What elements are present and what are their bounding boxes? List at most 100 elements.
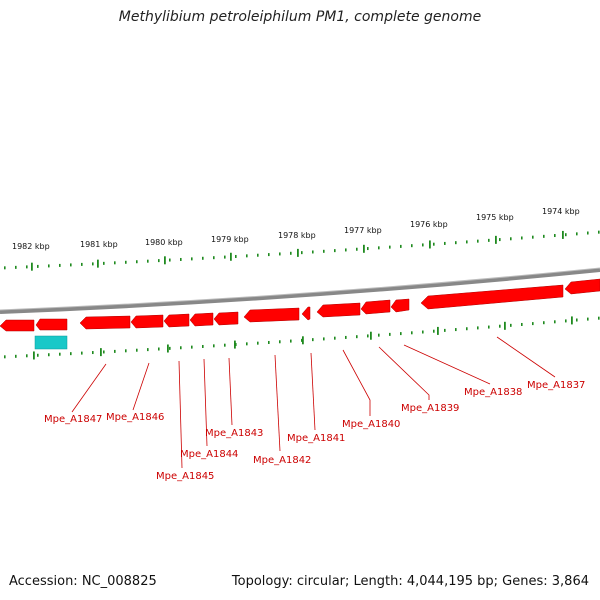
scale-tick-minor	[81, 262, 83, 266]
scale-tick-minor	[169, 346, 171, 350]
scale-tick-major	[437, 326, 439, 335]
scale-tick-minor	[125, 349, 127, 353]
gene-arrow[interactable]	[213, 311, 239, 326]
scale-tick-minor	[510, 237, 512, 241]
gene-label[interactable]: Mpe_A1843	[205, 428, 263, 439]
scale-tick-minor	[37, 353, 39, 357]
gene-label[interactable]: Mpe_A1842	[253, 455, 311, 466]
scale-tick-minor	[136, 260, 138, 264]
scale-tick-minor	[246, 342, 248, 346]
scale-tick-minor	[114, 261, 116, 265]
scale-tick-minor	[400, 244, 402, 248]
scale-tick-minor	[323, 337, 325, 341]
genome-backbone	[0, 268, 600, 314]
gene-arrow[interactable]	[420, 284, 564, 310]
scale-tick-minor	[70, 263, 72, 267]
label-leaders	[71, 336, 556, 469]
scale-tick-minor	[224, 255, 226, 259]
scale-tick-minor	[180, 346, 182, 350]
scale-tick-minor	[422, 243, 424, 247]
scale-tick-major	[297, 248, 299, 257]
gene-arrow[interactable]	[79, 315, 131, 330]
gene-label[interactable]: Mpe_A1839	[401, 403, 459, 414]
scale-tick-minor	[312, 338, 314, 342]
scale-tick-minor	[532, 235, 534, 239]
scale-tick-minor	[81, 351, 83, 355]
accession-text: Accession: NC_008825	[9, 574, 157, 589]
scale-tick-minor	[389, 245, 391, 249]
scale-tick-minor	[246, 254, 248, 258]
gene-arrow[interactable]	[163, 313, 190, 328]
scale-tick-major	[31, 262, 33, 271]
scale-tick-minor	[4, 355, 6, 359]
scale-tick-minor	[114, 349, 116, 353]
scale-tick-minor	[158, 347, 160, 351]
gene-arrow[interactable]	[360, 299, 391, 315]
gene-track	[0, 278, 600, 332]
scale-tick-minor	[268, 340, 270, 344]
scale-tick-minor	[356, 335, 358, 339]
summary-text: Topology: circular; Length: 4,044,195 bp…	[231, 574, 589, 589]
scale-tick-minor	[37, 264, 39, 268]
scale-tick-major	[495, 235, 497, 244]
scale-tick-minor	[367, 334, 369, 338]
gene-arrow[interactable]	[0, 319, 35, 332]
scale-tick-major	[302, 336, 304, 345]
scale-tick-minor	[499, 324, 501, 328]
scale-tick-minor	[576, 318, 578, 322]
scale-tick-minor	[169, 258, 171, 262]
gene-label[interactable]: Mpe_A1838	[464, 387, 522, 398]
gene-label[interactable]: Mpe_A1844	[180, 449, 238, 460]
scale-tick-minor	[433, 242, 435, 246]
scale-tick-minor	[26, 265, 28, 269]
gene-arrow[interactable]	[390, 298, 410, 313]
scale-tick-minor	[543, 321, 545, 325]
scale-tick-major	[571, 316, 573, 325]
scale-tick-minor	[213, 256, 215, 260]
scale-tick-minor	[488, 238, 490, 242]
scale-tick-minor	[367, 247, 369, 251]
rna-feature[interactable]	[34, 335, 68, 350]
scale-tick-minor	[554, 320, 556, 324]
scale-tick-major	[167, 344, 169, 353]
scale-tick-minor	[15, 265, 17, 269]
scale-tick-minor	[268, 253, 270, 257]
scale-tick-minor	[543, 234, 545, 238]
scale-tick-minor	[15, 354, 17, 358]
scale-tick-minor	[92, 351, 94, 355]
scale-tick-minor	[477, 326, 479, 330]
scale-tick-minor	[312, 250, 314, 254]
gene-label[interactable]: Mpe_A1840	[342, 419, 400, 430]
gene-arrow[interactable]	[316, 302, 361, 318]
gene-arrow[interactable]	[301, 306, 311, 321]
gene-arrow[interactable]	[130, 314, 164, 329]
gene-label[interactable]: Mpe_A1846	[106, 412, 164, 423]
scale-label: 1976 kbp	[410, 220, 448, 229]
scale-tick-minor	[125, 260, 127, 264]
scale-tick-minor	[422, 330, 424, 334]
gene-arrow[interactable]	[243, 307, 300, 323]
scale-labels: 1982 kbp 1981 kbp 1980 kbp 1979 kbp 1978…	[12, 207, 580, 251]
scale-tick-minor	[103, 350, 105, 354]
gene-arrow[interactable]	[35, 318, 68, 331]
gene-label[interactable]: Mpe_A1841	[287, 433, 345, 444]
scale-label: 1974 kbp	[542, 207, 580, 216]
scale-tick-minor	[345, 248, 347, 252]
scale-tick-minor	[411, 244, 413, 248]
scale-tick-minor	[158, 259, 160, 263]
gene-arrow[interactable]	[189, 312, 214, 327]
gene-label[interactable]: Mpe_A1845	[156, 471, 214, 482]
gene-label[interactable]: Mpe_A1847	[44, 414, 102, 425]
genome-backbone-highlight	[0, 267, 600, 311]
gene-label[interactable]: Mpe_A1837	[527, 380, 585, 391]
scale-label: 1982 kbp	[12, 242, 50, 251]
scale-label: 1981 kbp	[80, 240, 118, 249]
scale-tick-major	[164, 256, 166, 265]
scale-tick-major	[429, 240, 431, 249]
scale-tick-minor	[576, 232, 578, 236]
scale-tick-minor	[279, 340, 281, 344]
gene-arrow[interactable]	[564, 278, 600, 295]
scale-tick-minor	[92, 262, 94, 266]
scale-tick-minor	[103, 261, 105, 265]
